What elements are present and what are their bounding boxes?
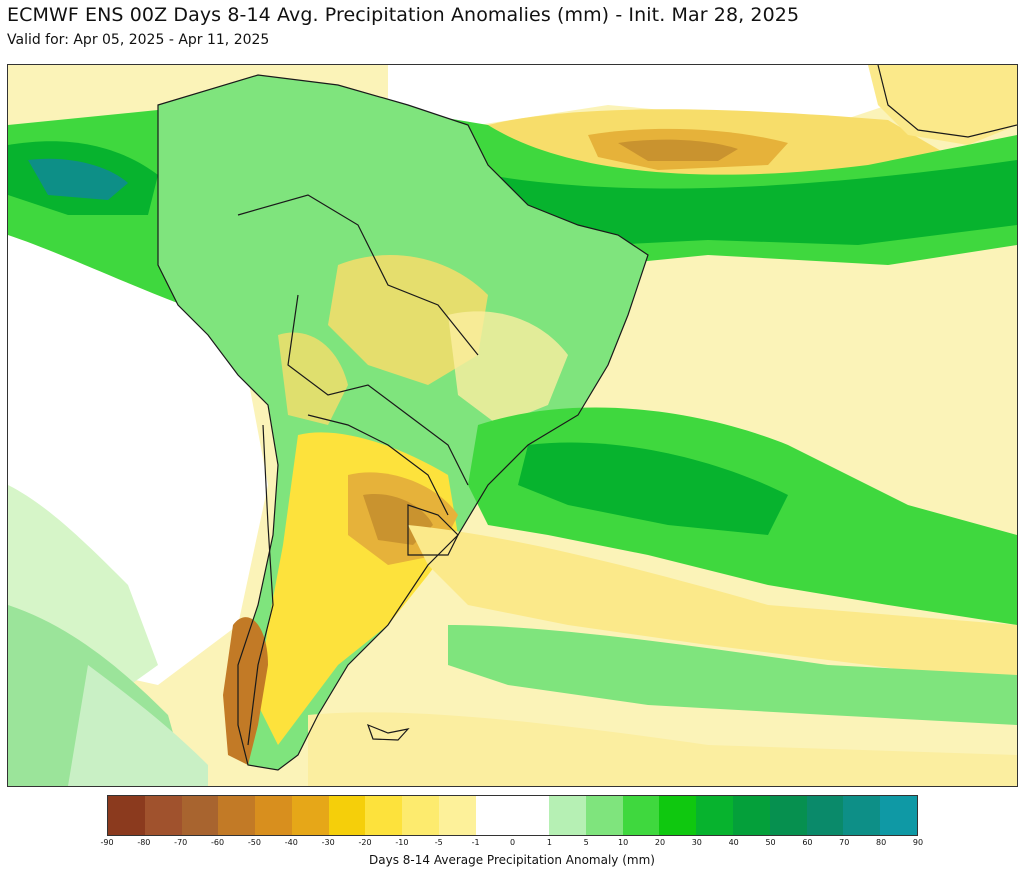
falkland-islands: [366, 723, 410, 741]
border-bolivia: [287, 294, 469, 486]
southern-ocean-dry-band: [308, 712, 1017, 786]
pacific-south-wet-fade: [68, 665, 208, 786]
colorbar-swatches: [107, 795, 918, 836]
colorbar-swatch: [218, 796, 256, 835]
colorbar: -90 -80 -70 -60 -50 -40 -30 -20 -10 -5 -1 0 1 5 10 20 30…: [100, 795, 923, 847]
colorbar-swatch: [291, 796, 329, 835]
colorbar-swatch: [549, 796, 586, 835]
borders-layer: [157, 65, 1017, 771]
colorbar-swatch: [144, 796, 182, 835]
colorbar-tick-label: 5: [583, 838, 589, 847]
colorbar-tick-label: -70: [174, 838, 188, 847]
colorbar-tick-label: 20: [654, 838, 666, 847]
colorbar-swatch: [108, 796, 145, 835]
colorbar-swatch: [255, 796, 292, 835]
colorbar-swatch: [880, 796, 917, 835]
colorbar-swatch: [659, 796, 697, 835]
pacific-itcz-heavy: [28, 158, 128, 200]
africa-coastline: [877, 65, 1017, 138]
colorbar-tick-label: 70: [839, 838, 850, 847]
border-amazon: [237, 194, 479, 356]
colorbar-tick-label: -10: [395, 838, 409, 847]
colorbar-swatch: [365, 796, 403, 835]
colorbar-tick-label: -50: [247, 838, 261, 847]
south-atlantic-dry-band: [408, 525, 1017, 685]
colorbar-swatch: [843, 796, 881, 835]
colorbar-tick-label: 80: [876, 838, 887, 847]
atlantic-itcz-core: [488, 160, 1017, 245]
africa-dry-zone: [868, 65, 1017, 145]
colorbar-tick-label: -40: [284, 838, 298, 847]
colorbar-swatch: [181, 796, 219, 835]
colorbar-ticks: -90 -80 -70 -60 -50 -40 -30 -20 -10 -5 -1 0 1 5 10 20 30…: [100, 836, 923, 850]
colorbar-label: Days 8-14 Average Precipitation Anomaly …: [369, 853, 655, 867]
map-title: ECMWF ENS 00Z Days 8-14 Avg. Precipitati…: [7, 4, 800, 26]
colorbar-swatch: [806, 796, 844, 835]
north-atlantic-dry-peak: [618, 139, 738, 161]
colorbar-tick-label: 90: [912, 838, 924, 847]
colorbar-swatch: [769, 796, 807, 835]
colorbar-tick-label: -1: [471, 838, 480, 847]
colorbar-tick-label: 10: [617, 838, 629, 847]
colorbar-swatch: [512, 796, 550, 835]
border-chile-argentina: [247, 424, 274, 746]
border-paraguay: [307, 414, 449, 516]
colorbar-swatch: [402, 796, 439, 835]
colorbar-swatch: [696, 796, 734, 835]
colorbar-swatch: [328, 796, 366, 835]
colorbar-tick-label: 40: [728, 838, 739, 847]
north-neutral-zone: [388, 65, 888, 125]
colorbar-swatch: [585, 796, 623, 835]
colorbar-tick-label: -5: [434, 838, 443, 847]
colorbar-swatch: [622, 796, 660, 835]
colorbar-tick-label: -20: [358, 838, 372, 847]
south-atlantic-lower-wet-band: [448, 625, 1017, 725]
central-brazil-dry-patch: [328, 255, 488, 385]
colorbar-tick-label: -60: [211, 838, 225, 847]
precipitation-anomaly-map[interactable]: [7, 64, 1018, 787]
colorbar-swatch: [475, 796, 513, 835]
continent-coastline: [157, 74, 649, 771]
bolivia-dry-patch: [278, 332, 348, 425]
colorbar-tick-label: 1: [546, 838, 552, 847]
colorbar-tick-label: -90: [100, 838, 114, 847]
northeast-brazil-dry-patch: [448, 311, 568, 425]
border-uruguay: [407, 504, 459, 556]
chile-andes-dry-strip: [223, 617, 268, 765]
colorbar-tick-label: 50: [765, 838, 776, 847]
colorbar-tick-label: -80: [137, 838, 151, 847]
colorbar-tick-label: -30: [321, 838, 335, 847]
valid-dates-subtitle: Valid for: Apr 05, 2025 - Apr 11, 2025: [7, 32, 270, 48]
colorbar-swatch: [733, 796, 770, 835]
colorbar-tick-label: 30: [691, 838, 702, 847]
colorbar-swatch: [438, 796, 476, 835]
south-atlantic-wet-core: [518, 442, 788, 535]
map-canvas: [8, 65, 1017, 786]
colorbar-tick-label: 0: [509, 838, 516, 847]
colorbar-tick-label: 60: [802, 838, 813, 847]
